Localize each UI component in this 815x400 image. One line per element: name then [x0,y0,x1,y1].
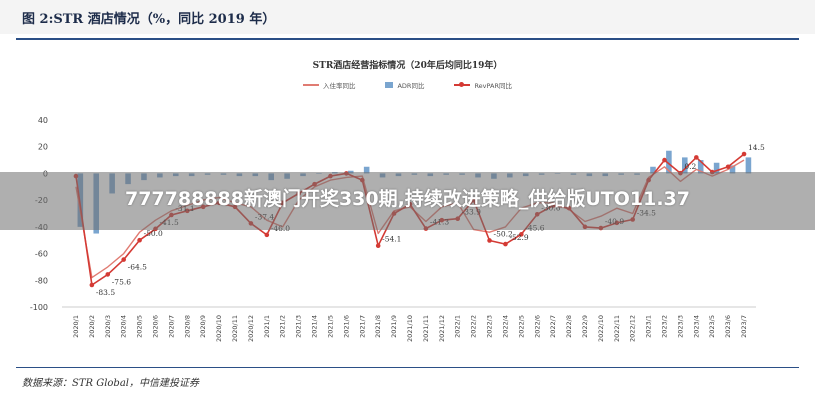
revpar-point [137,237,142,243]
x-tick-label: 2021/9 [390,315,398,338]
overlay-banner-text: 777788888新澳门开奖330期,持续改进策略_供给版UTO11.37 [124,188,690,210]
x-tick-label: 2021/2 [279,315,287,338]
figure-title: 图 2:STR 酒店情况（%，同比 2019 年） [22,12,276,27]
legend-item-revpar: RevPAR同比 [454,80,512,90]
adr-bar [363,166,370,174]
legend-item-adr: ADR同比 [385,80,424,90]
legend-swatch-occupancy [302,84,319,86]
x-tick-label: 2021/1 [263,315,271,338]
x-tick-label: 2023/6 [724,315,732,338]
x-tick-label: 2021/11 [422,315,430,342]
x-tick-label: 2022/11 [613,315,621,342]
x-tick-label: 2020/12 [247,315,255,342]
x-tick-label: 2023/5 [708,315,716,338]
x-tick-label: 2020/2 [88,315,96,338]
x-tick-label: 2021/3 [295,315,303,338]
x-tick-label: 2022/9 [581,315,589,338]
y-tick-label: 20 [38,143,48,152]
revpar-data-label: 0.2 [684,162,696,171]
x-tick-label: 2020/10 [215,315,223,342]
x-tick-label: 2022/12 [629,315,637,342]
adr-bar [682,157,688,174]
revpar-data-label: -83.5 [96,288,115,297]
revpar-point [375,243,381,248]
revpar-data-label: -50.2 [494,229,513,238]
adr-bar [666,150,672,174]
figure-header [0,0,815,34]
x-tick-label: 2021/6 [342,315,350,338]
x-tick-label: 2021/10 [406,315,414,342]
x-tick-label: 2023/7 [740,315,748,338]
x-tick-label: 2022/8 [565,315,573,338]
adr-bar [729,165,736,174]
title-divider [16,38,799,40]
y-tick-label: -100 [30,303,48,312]
x-tick-label: 2020/7 [167,315,175,338]
x-tick-label: 2023/4 [692,315,700,338]
revpar-data-label: -52.9 [509,233,528,242]
adr-bar [697,160,704,174]
y-tick-label: 40 [38,116,48,125]
revpar-point [741,151,747,157]
x-tick-label: 2020/4 [120,315,128,338]
x-tick-label: 2022/7 [549,315,557,338]
adr-bar [650,166,656,174]
revpar-point [487,238,492,243]
revpar-data-label: -64.5 [128,263,147,272]
legend-swatch-adr [385,82,394,88]
revpar-point [89,282,95,288]
revpar-point [105,272,111,277]
x-tick-label: 2020/11 [231,315,239,342]
source-divider [16,367,799,368]
x-tick-label: 2020/8 [183,315,191,338]
revpar-point [662,157,667,163]
x-tick-label: 2020/3 [104,315,112,338]
x-tick-label: 2021/5 [326,315,334,338]
x-tick-label: 2022/2 [470,315,478,338]
x-tick-label: 2022/5 [517,315,525,338]
x-tick-label: 2022/4 [501,315,509,338]
legend-item-occupancy: 入住率同比 [302,80,356,90]
x-tick-label: 2020/9 [199,315,207,338]
x-tick-label: 2023/3 [676,315,684,338]
revpar-data-label: -54.1 [382,235,401,244]
x-tick-label: 2022/1 [454,315,462,338]
x-tick-label: 2020/5 [136,315,144,338]
legend-label-adr: ADR同比 [397,82,425,90]
revpar-point [519,232,524,237]
y-tick-label: -60 [35,250,48,259]
x-tick-label: 2020/6 [151,315,159,338]
adr-bar [745,157,752,174]
revpar-data-label: -75.6 [112,277,131,286]
revpar-point [264,232,270,238]
x-tick-label: 2021/7 [358,315,366,338]
x-tick-label: 2021/8 [374,315,382,338]
legend-swatch-revpar [454,82,471,87]
x-tick-label: 2022/3 [486,315,494,338]
revpar-data-label: 14.5 [748,143,765,152]
revpar-point [694,155,699,160]
x-tick-label: 2023/2 [661,315,669,338]
x-tick-label: 2022/6 [533,315,541,338]
x-tick-label: 2021/12 [438,315,446,342]
x-tick-label: 2022/10 [597,315,605,342]
adr-bar [713,162,720,174]
legend-label-revpar: RevPAR同比 [474,82,512,90]
legend-label-occupancy: 入住率同比 [322,82,356,90]
revpar-point [725,164,731,170]
x-tick-label: 2020/1 [72,315,80,338]
overlay-banner [0,172,815,230]
revpar-data-label: -50.0 [144,229,163,238]
source-note: 数据来源：STR Global，中信建投证券 [22,378,199,389]
revpar-point [121,257,126,262]
y-tick-label: -80 [35,276,48,285]
chart-legend: 入住率同比 ADR同比 RevPAR同比 [0,80,815,90]
x-tick-label: 2021/4 [311,315,319,338]
chart-title: STR酒店经营指标情况（20年后均同比19年） [312,61,503,71]
revpar-point [503,241,508,247]
x-tick-label: 2023/1 [645,315,653,338]
